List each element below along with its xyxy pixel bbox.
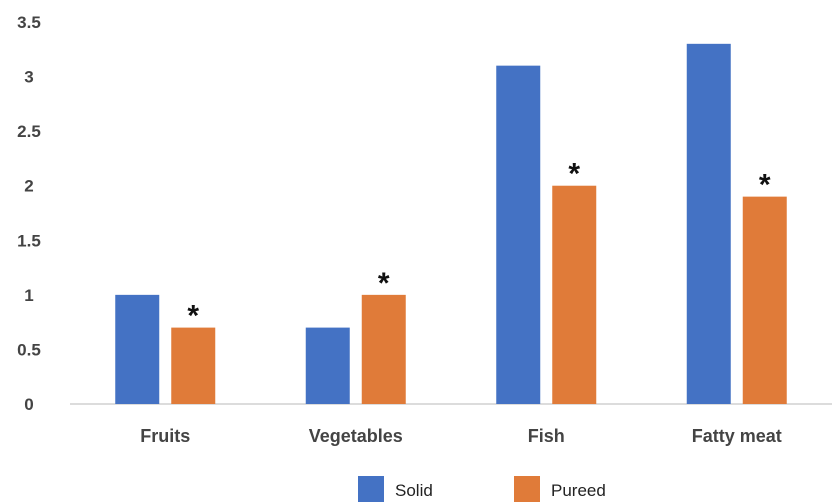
y-tick-label: 3.5 — [17, 13, 41, 32]
bar-solid-fruits — [115, 294, 160, 404]
bars — [115, 43, 787, 405]
bar-pureed-fatty-meat — [742, 196, 787, 404]
legend-swatch-pureed — [514, 476, 540, 502]
bar-pureed-vegetables — [361, 294, 406, 404]
bar-pureed-fruits — [171, 327, 216, 404]
x-category-label: Vegetables — [309, 426, 403, 446]
x-category-label: Fish — [528, 426, 565, 446]
legend-swatch-solid — [358, 476, 384, 502]
x-category-label: Fatty meat — [692, 426, 782, 446]
x-category-label: Fruits — [140, 426, 190, 446]
legend: Solid Pureed — [358, 476, 606, 502]
y-tick-label: 3 — [24, 68, 33, 87]
y-tick-label: 1.5 — [17, 231, 41, 250]
significance-markers: * * * * — [187, 158, 771, 333]
bar-solid-fatty-meat — [686, 43, 731, 404]
y-tick-label: 0 — [24, 395, 33, 414]
significance-marker: * — [187, 300, 199, 333]
significance-marker: * — [568, 158, 580, 191]
y-tick-label: 2.5 — [17, 122, 41, 141]
y-axis-ticks: 0 0.5 1 1.5 2 2.5 3 3.5 — [17, 13, 41, 414]
legend-label-pureed: Pureed — [551, 481, 606, 500]
bar-solid-vegetables — [305, 327, 350, 404]
significance-marker: * — [378, 267, 390, 300]
bar-solid-fish — [496, 65, 541, 405]
bar-pureed-fish — [552, 185, 597, 404]
legend-label-solid: Solid — [395, 481, 433, 500]
y-tick-label: 1 — [24, 286, 33, 305]
y-tick-label: 0.5 — [17, 340, 41, 359]
x-axis-labels: Fruits Vegetables Fish Fatty meat — [140, 426, 782, 446]
y-tick-label: 2 — [24, 177, 33, 196]
significance-marker: * — [759, 169, 771, 202]
